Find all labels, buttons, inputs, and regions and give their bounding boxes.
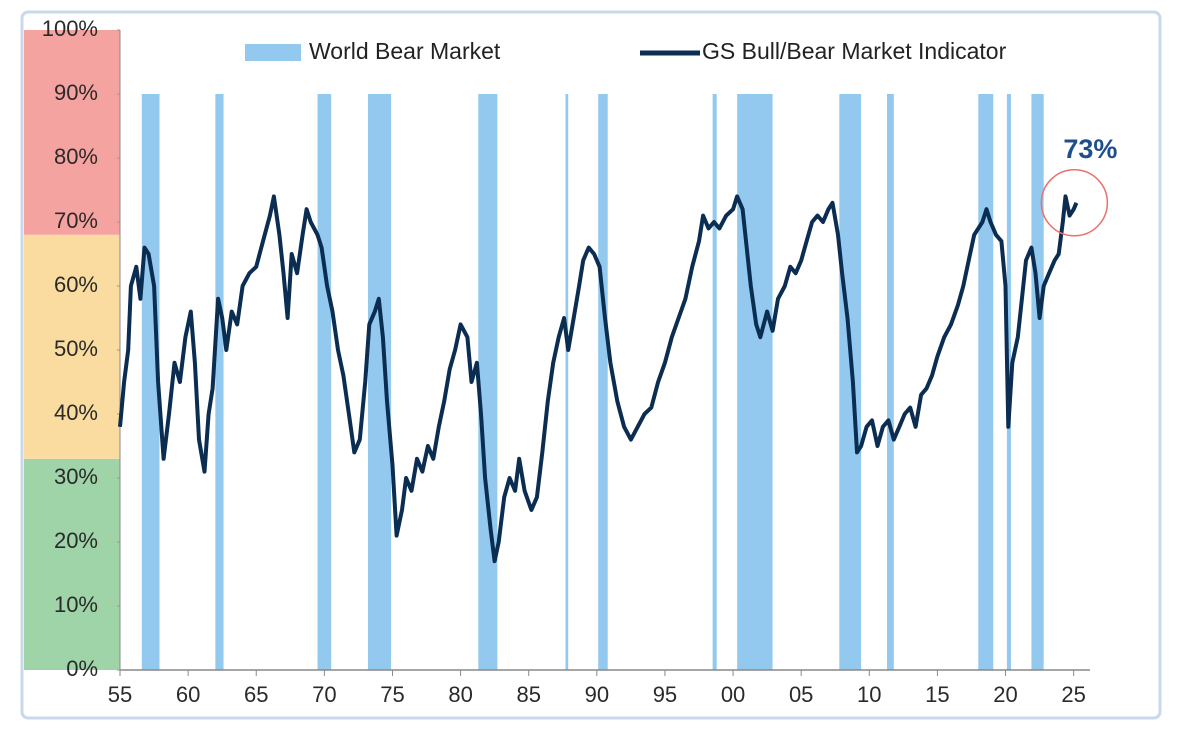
chart-frame — [20, 10, 1162, 720]
bear-band — [215, 94, 224, 670]
plot: 55 60 65 70 75 80 85 90 95 00 05 10 15 20 25 73% — [108, 30, 1117, 707]
y-tick-label: 20% — [54, 528, 98, 553]
annotation: 73% — [1063, 134, 1117, 164]
zone — [24, 234, 120, 459]
bear-band — [737, 94, 773, 670]
y-tick-label: 0% — [66, 656, 98, 681]
y-tick-label: 40% — [54, 400, 98, 425]
y-tick-label: 30% — [54, 464, 98, 489]
x-tick-label: 95 — [653, 682, 677, 707]
x-tick-label: 70 — [312, 682, 336, 707]
bear-band — [478, 94, 498, 670]
y-tick-label: 60% — [54, 272, 98, 297]
x-tick-label: 60 — [176, 682, 200, 707]
x-tick-label: 75 — [380, 682, 404, 707]
bear-band — [317, 94, 332, 670]
bear-band — [1031, 94, 1044, 670]
bear-band — [598, 94, 608, 670]
x-tick-label: 05 — [789, 682, 813, 707]
bear-band — [839, 94, 862, 670]
y-tick-label: 10% — [54, 592, 98, 617]
y-tick-label: 50% — [54, 336, 98, 361]
bear-bands — [141, 94, 1044, 670]
x-tick-label: 80 — [448, 682, 472, 707]
x-tick-label: 25 — [1061, 682, 1085, 707]
y-tick-label: 100% — [42, 16, 98, 41]
y-tick-label: 90% — [54, 80, 98, 105]
highlight-circle — [1040, 169, 1109, 237]
zones: 0% 10% 20% 30% 40% 50% 60% 70% 80% 90% 100% — [24, 16, 120, 681]
x-tick-label: 15 — [925, 682, 949, 707]
legend-label: World Bear Market — [309, 38, 501, 64]
bear-band — [978, 94, 994, 670]
bear-band — [887, 94, 894, 670]
x-tick-label: 90 — [585, 682, 609, 707]
x-tick-label: 55 — [108, 682, 132, 707]
x-tick-label: 20 — [993, 682, 1017, 707]
y-tick-label: 70% — [54, 208, 98, 233]
bear-band — [141, 94, 160, 670]
x-tick-label: 10 — [857, 682, 881, 707]
zone — [24, 458, 120, 670]
bear-band — [565, 94, 569, 670]
legend-label: GS Bull/Bear Market Indicator — [702, 38, 1007, 64]
x-tick-label: 85 — [516, 682, 540, 707]
x-tick-label: 00 — [721, 682, 745, 707]
zone — [24, 30, 120, 235]
legend: World Bear Market GS Bull/Bear Market In… — [245, 38, 1007, 64]
x-tick-label: 65 — [244, 682, 268, 707]
legend-swatch — [245, 44, 301, 61]
bear-band — [367, 94, 392, 670]
y-tick-label: 80% — [54, 144, 98, 169]
indicator-line — [118, 194, 1079, 564]
bear-band — [712, 94, 717, 670]
